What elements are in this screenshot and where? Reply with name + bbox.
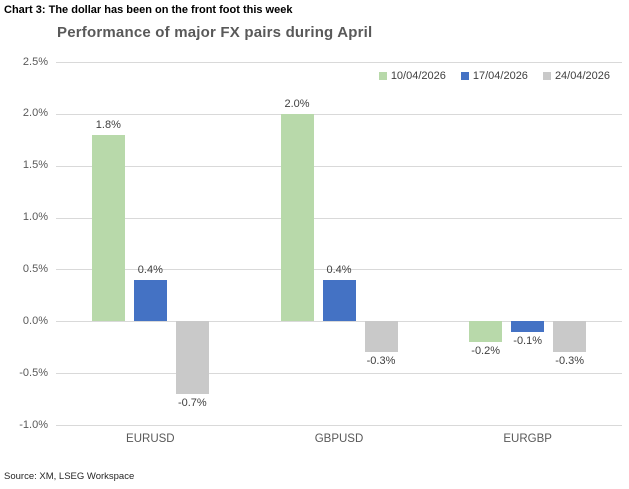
gridline	[56, 425, 622, 426]
legend-swatch-icon	[460, 72, 469, 80]
chart-title: Performance of major FX pairs during Apr…	[57, 24, 373, 41]
bar-gbpusd-17-04-2026	[322, 279, 356, 322]
bar-gbpusd-24-04-2026	[364, 321, 398, 353]
legend-item-10-04-2026: 10/04/2026	[378, 70, 446, 82]
y-axis-tick-label: 1.5%	[22, 159, 48, 172]
bar-value-label: 1.8%	[95, 118, 121, 131]
legend-item-24-04-2026: 24/04/2026	[542, 70, 610, 82]
bar-eurusd-10-04-2026	[91, 134, 125, 322]
bar-value-label: -0.3%	[555, 355, 585, 368]
bar-eurgbp-17-04-2026	[511, 321, 545, 332]
bar-eurusd-17-04-2026	[133, 279, 167, 322]
y-axis-tick-label: 2.5%	[22, 55, 48, 68]
y-axis-tick-label: -0.5%	[19, 366, 48, 379]
source-note: Source: XM, LSEG Workspace	[4, 471, 135, 482]
gridline	[56, 165, 622, 167]
bar-eurgbp-10-04-2026	[469, 321, 503, 343]
bar-value-label: 0.4%	[326, 263, 352, 276]
bar-value-label: -0.3%	[366, 355, 396, 368]
y-axis-tick-label: 2.0%	[22, 107, 48, 120]
legend-label: 17/04/2026	[472, 70, 528, 82]
y-axis-tick-label: 0.0%	[22, 314, 48, 327]
gridline	[56, 113, 622, 115]
bar-gbpusd-10-04-2026	[280, 113, 314, 322]
gridline	[56, 269, 622, 271]
x-axis-label-gbpusd: GBPUSD	[314, 433, 364, 445]
bar-eurusd-24-04-2026	[175, 321, 209, 394]
bar-value-label: -0.7%	[177, 396, 207, 409]
y-axis-tick-label: -1.0%	[19, 418, 48, 431]
bar-value-label: 2.0%	[284, 97, 310, 110]
legend-label: 10/04/2026	[390, 70, 446, 82]
x-axis-label-eurusd: EURUSD	[126, 433, 175, 445]
legend-item-17-04-2026: 17/04/2026	[460, 70, 528, 82]
chart-header: Chart 3: The dollar has been on the fron…	[4, 4, 293, 16]
bar-value-label: -0.2%	[471, 345, 501, 358]
bar-value-label: -0.1%	[513, 334, 543, 347]
legend-swatch-icon	[542, 72, 551, 80]
legend-swatch-icon	[378, 72, 387, 80]
legend-label: 24/04/2026	[554, 70, 610, 82]
bar-value-label: 0.4%	[137, 263, 163, 276]
gridline	[56, 321, 622, 323]
bar-eurgbp-24-04-2026	[553, 321, 587, 353]
gridline	[56, 373, 622, 375]
chart-legend: 10/04/2026 17/04/2026 24/04/2026	[378, 70, 610, 82]
gridline	[56, 62, 622, 63]
gridline	[56, 217, 622, 219]
x-axis-label-eurgbp: EURGBP	[503, 433, 552, 445]
y-axis-tick-label: 0.5%	[22, 262, 48, 275]
y-axis-tick-label: 1.0%	[22, 211, 48, 224]
